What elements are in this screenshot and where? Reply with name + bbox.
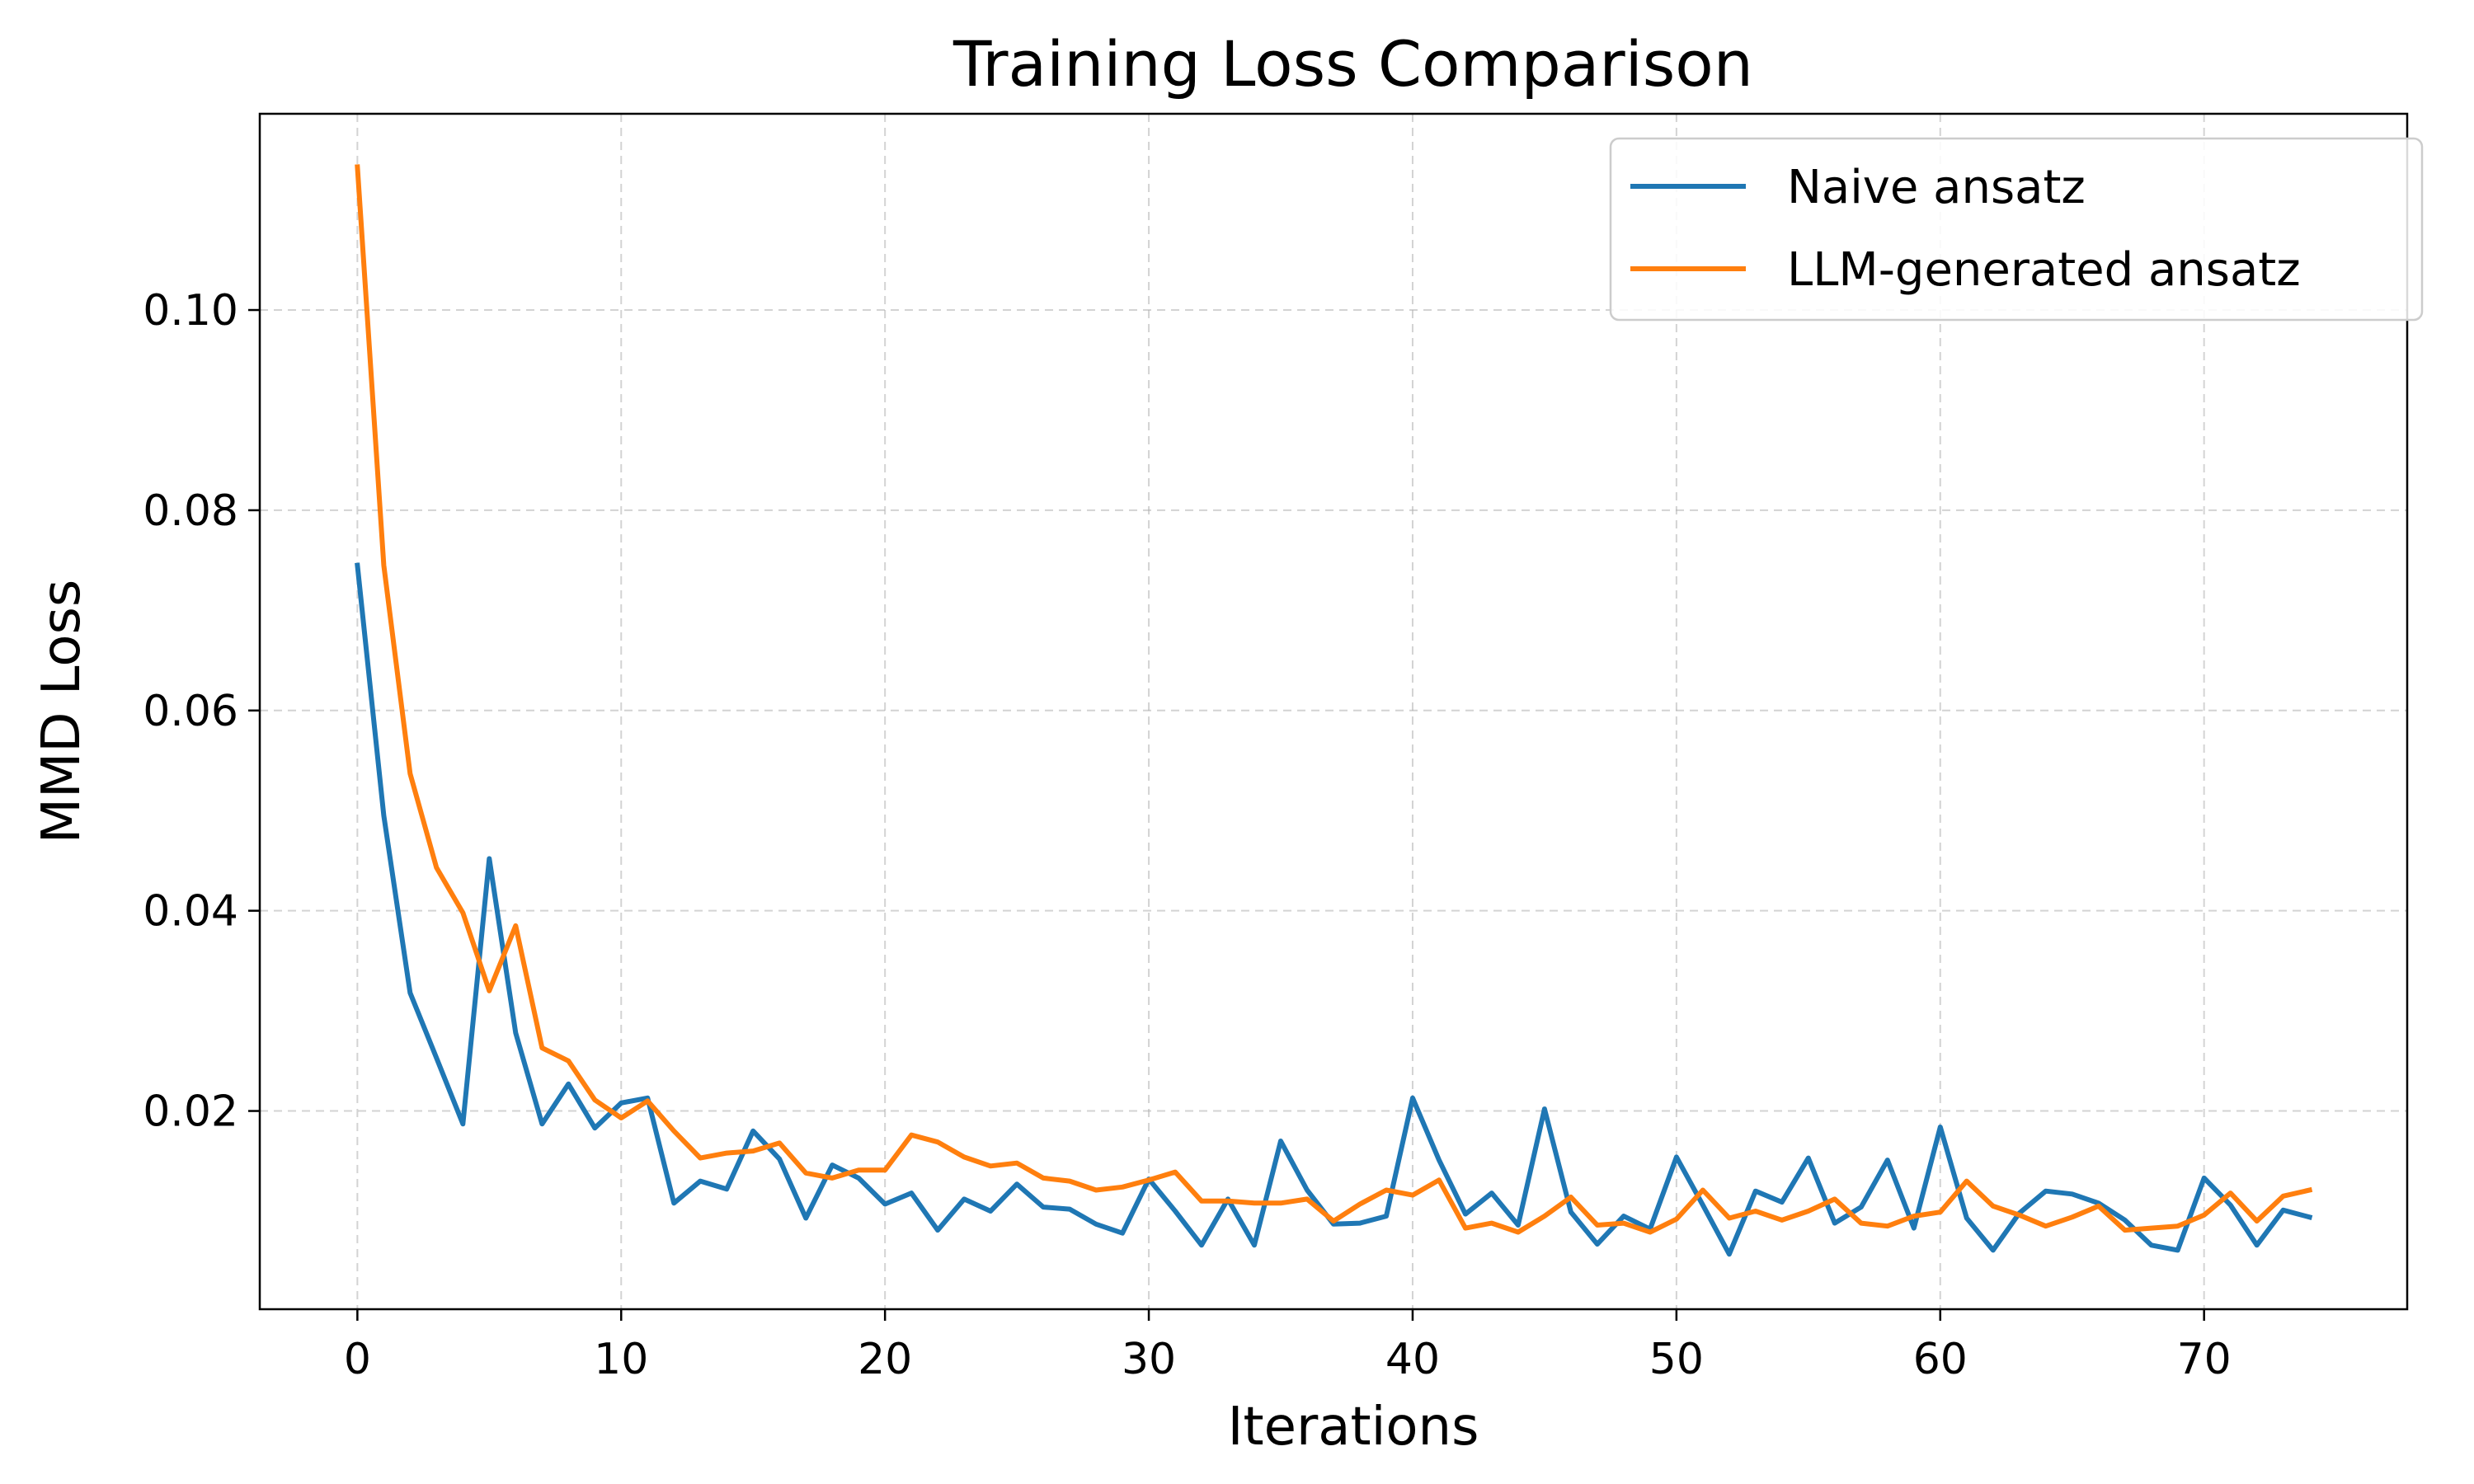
y-tick-label: 0.02	[143, 1087, 238, 1137]
x-tick-label: 40	[1385, 1335, 1440, 1384]
legend-label-llm-generated-ansatz: LLM-generated ansatz	[1787, 243, 2301, 297]
y-axis-title: MMD Loss	[31, 580, 92, 843]
series-line-naive-ansatz	[355, 562, 2313, 1257]
y-tick-label: 0.04	[143, 887, 238, 937]
x-tick-label: 30	[1122, 1335, 1176, 1384]
series-lines	[355, 164, 2313, 1257]
x-tick-label: 10	[594, 1335, 648, 1384]
grid	[260, 114, 2407, 1309]
y-axis-ticks: 0.02 0.04 0.06 0.08 0.10	[143, 286, 260, 1137]
legend-label-naive-ansatz: Naive ansatz	[1787, 161, 2086, 214]
y-tick-label: 0.06	[143, 687, 238, 736]
legend: Naive ansatz LLM-generated ansatz	[1609, 137, 2424, 322]
y-tick-label: 0.08	[143, 486, 238, 536]
y-tick-label: 0.10	[143, 286, 238, 336]
x-tick-label: 20	[858, 1335, 912, 1384]
x-axis-title: Iterations	[1228, 1397, 1479, 1458]
x-tick-label: 60	[1913, 1335, 1968, 1384]
legend-box	[1609, 137, 2424, 322]
chart-title: Training Loss Comparison	[952, 27, 1753, 101]
series-line-llm-generated-ansatz	[355, 164, 2313, 1235]
x-tick-label: 50	[1649, 1335, 1704, 1384]
x-tick-label: 70	[2177, 1335, 2232, 1384]
x-axis-ticks: 0 10 20 30 40 50 60 70	[344, 1309, 2232, 1384]
x-tick-label: 0	[344, 1335, 371, 1384]
